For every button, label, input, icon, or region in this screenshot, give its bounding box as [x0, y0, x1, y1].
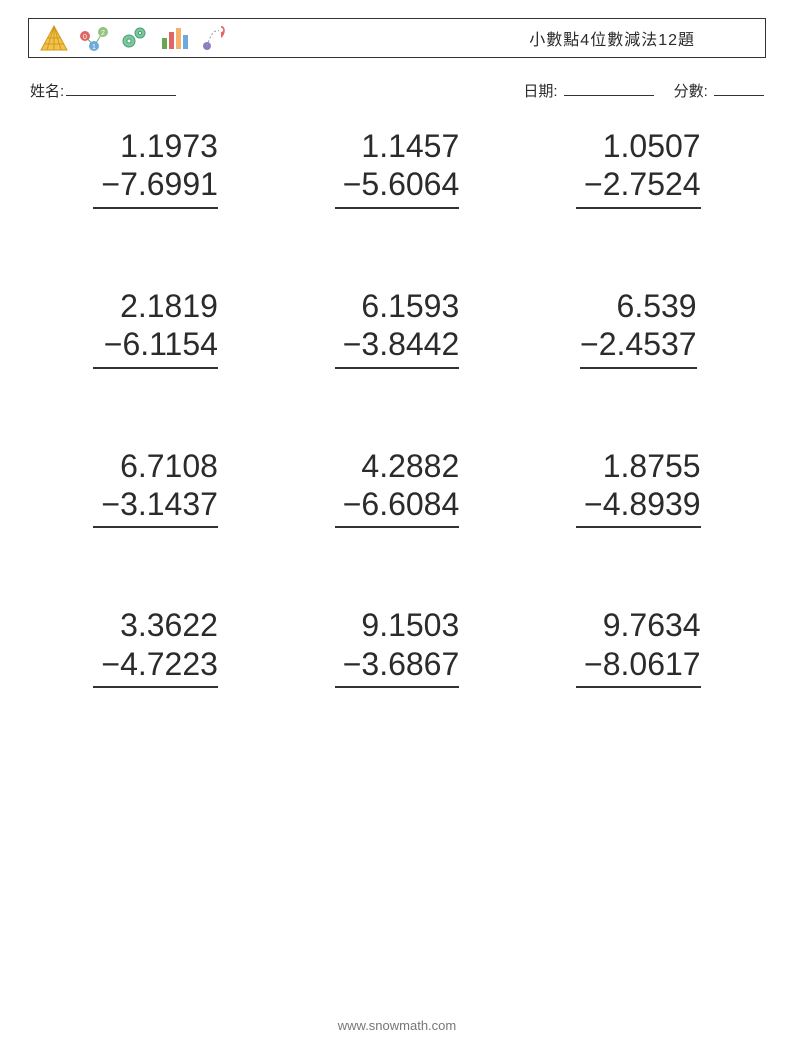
subtrahend: −8.0617 [576, 645, 701, 683]
pin-icon [199, 24, 229, 52]
rule-line [93, 367, 218, 369]
problem-8: 4.2882−6.6084 [291, 447, 502, 529]
minuend: 3.3622 [93, 606, 218, 644]
minuend: 9.1503 [335, 606, 460, 644]
rule-line [335, 367, 460, 369]
minuend: 1.1457 [335, 127, 460, 165]
triangle-icon [39, 24, 69, 52]
subtrahend: −3.1437 [93, 485, 218, 523]
score-blank[interactable] [714, 81, 764, 96]
subtrahend: −6.6084 [335, 485, 460, 523]
minuend: 4.2882 [335, 447, 460, 485]
rule-line [576, 686, 701, 688]
svg-text:2: 2 [101, 30, 105, 37]
problem-3: 1.0507−2.7524 [533, 127, 744, 209]
header-icons: 0 1 2 [39, 24, 229, 52]
minuend: 9.7634 [576, 606, 701, 644]
svg-text:0: 0 [83, 34, 87, 41]
problem-4: 2.1819−6.1154 [50, 287, 261, 369]
subtrahend: −2.7524 [576, 165, 701, 203]
problem-6: 6.539−2.4537 [533, 287, 744, 369]
minuend: 6.539 [580, 287, 697, 325]
problem-10: 3.3622−4.7223 [50, 606, 261, 688]
minuend: 1.0507 [576, 127, 701, 165]
subtrahend: −4.8939 [576, 485, 701, 523]
header: 0 1 2 小數點4位數減法12題 [28, 18, 766, 58]
date-blank[interactable] [564, 81, 654, 96]
rule-line [580, 367, 697, 369]
rule-line [93, 207, 218, 209]
minuend: 6.7108 [93, 447, 218, 485]
subtrahend: −3.8442 [335, 325, 460, 363]
minuend: 6.1593 [335, 287, 460, 325]
rule-line [93, 526, 218, 528]
gears-icon [119, 24, 149, 52]
score-label: 分數: [674, 83, 708, 100]
name-blank[interactable] [66, 81, 176, 96]
problem-11: 9.1503−3.6867 [291, 606, 502, 688]
rule-line [93, 686, 218, 688]
minuend: 2.1819 [93, 287, 218, 325]
name-label: 姓名: [30, 80, 64, 101]
rule-line [576, 526, 701, 528]
minuend: 1.8755 [576, 447, 701, 485]
subtrahend: −6.1154 [93, 325, 218, 363]
nodes-icon: 0 1 2 [79, 24, 109, 52]
subtrahend: −2.4537 [580, 325, 697, 363]
problem-7: 6.7108−3.1437 [50, 447, 261, 529]
barchart-icon [159, 24, 189, 52]
rule-line [335, 686, 460, 688]
subtrahend: −3.6867 [335, 645, 460, 683]
subtrahend: −7.6991 [93, 165, 218, 203]
problem-12: 9.7634−8.0617 [533, 606, 744, 688]
rule-line [335, 526, 460, 528]
svg-text:1: 1 [92, 44, 96, 51]
problem-5: 6.1593−3.8442 [291, 287, 502, 369]
footer-link[interactable]: www.snowmath.com [0, 1018, 794, 1033]
problem-grid: 1.1973−7.6991 1.1457−5.6064 1.0507−2.752… [28, 127, 766, 688]
problem-9: 1.8755−4.8939 [533, 447, 744, 529]
rule-line [576, 207, 701, 209]
date-label: 日期: [523, 83, 557, 100]
rule-line [335, 207, 460, 209]
minuend: 1.1973 [93, 127, 218, 165]
subtrahend: −5.6064 [335, 165, 460, 203]
subtrahend: −4.7223 [93, 645, 218, 683]
meta-row: 姓名: 日期: 分數: [30, 80, 764, 101]
problem-1: 1.1973−7.6991 [50, 127, 261, 209]
problem-2: 1.1457−5.6064 [291, 127, 502, 209]
worksheet-title: 小數點4位數減法12題 [529, 26, 755, 50]
